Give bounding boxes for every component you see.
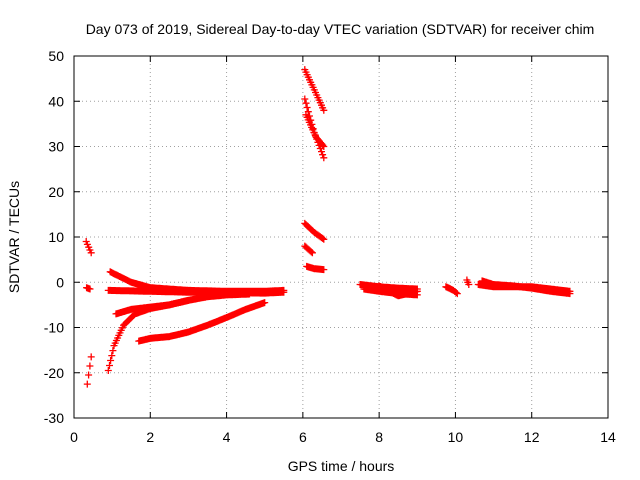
series-arc-d3: [375, 282, 421, 300]
y-tick-label: 30: [48, 139, 64, 155]
series-arc-f2: [478, 277, 574, 298]
x-tick-label: 14: [600, 429, 616, 445]
y-tick-label: -30: [44, 410, 64, 426]
plus-markers: [375, 282, 421, 300]
y-axis-label: SDTVAR / TECUs: [6, 181, 22, 293]
plus-markers: [442, 283, 461, 298]
plus-markers: [135, 299, 269, 345]
plus-markers: [301, 66, 328, 114]
series-arc-a3: [83, 353, 95, 388]
x-axis-label: GPS time / hours: [288, 458, 395, 474]
plus-markers: [83, 284, 94, 293]
x-tick-label: 0: [70, 429, 78, 445]
x-tick-label: 2: [146, 429, 154, 445]
x-tick-label: 8: [375, 429, 383, 445]
plus-markers: [82, 238, 95, 257]
plus-markers: [303, 262, 328, 274]
series-arc-c4: [301, 219, 328, 243]
series-arc-c1: [301, 66, 328, 114]
plus-markers: [83, 353, 95, 388]
data-points: [82, 66, 574, 388]
chart-title: Day 073 of 2019, Sidereal Day-to-day VTE…: [86, 21, 595, 37]
series-arc-b5: [135, 299, 269, 345]
plus-markers: [301, 242, 316, 257]
plus-markers: [478, 277, 574, 298]
plus-markers: [112, 296, 192, 318]
grid-lines: [74, 56, 608, 418]
y-tick-label: 0: [56, 274, 64, 290]
axis-ticks: [73, 55, 609, 419]
y-tick-label: 50: [48, 48, 64, 64]
series-arc-a1: [82, 238, 95, 257]
series-arc-e2: [463, 276, 473, 288]
series-arc-a2: [83, 284, 94, 293]
x-tick-label: 12: [524, 429, 540, 445]
series-arc-c6: [303, 262, 328, 274]
x-tick-labels: 0 2 4 6 8 10 12 14: [70, 429, 616, 445]
y-tick-label: 40: [48, 93, 64, 109]
y-tick-label: -10: [44, 320, 64, 336]
y-tick-label: 10: [48, 229, 64, 245]
plus-markers: [463, 276, 473, 288]
series-arc-e1: [442, 283, 461, 298]
y-tick-label: -20: [44, 365, 64, 381]
series-arc-b4: [112, 296, 192, 318]
y-tick-label: 20: [48, 184, 64, 200]
x-tick-label: 6: [299, 429, 307, 445]
x-tick-label: 10: [448, 429, 464, 445]
plus-markers: [302, 111, 328, 150]
series-arc-c5: [301, 242, 316, 257]
plus-markers: [301, 219, 328, 243]
y-tick-labels: -30 -20 -10 0 10 20 30 40 50: [44, 48, 64, 426]
series-arc-c3: [302, 111, 328, 150]
x-tick-label: 4: [223, 429, 231, 445]
